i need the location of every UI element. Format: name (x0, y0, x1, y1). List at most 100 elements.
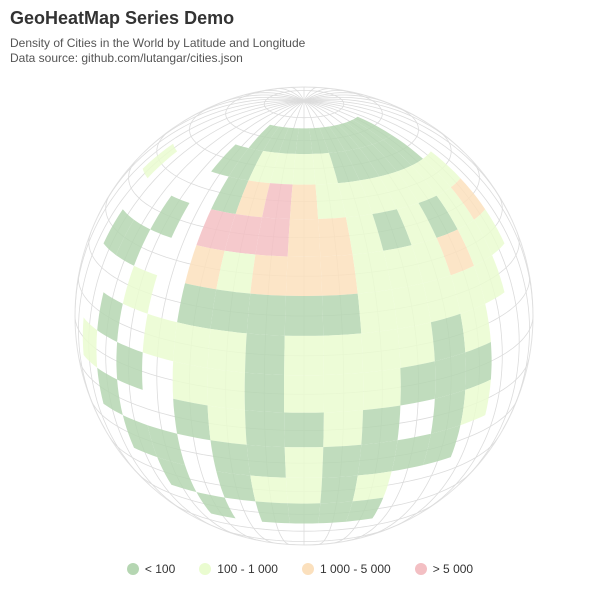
heatmap-cell (196, 492, 236, 519)
heatmap-cell (116, 342, 143, 390)
heatmap-cell (430, 389, 466, 434)
heatmap-cell (235, 180, 270, 218)
heatmap-cell (295, 128, 313, 155)
heatmap-cell (196, 209, 236, 251)
heatmap-cell (250, 475, 288, 504)
heatmap-cell (318, 501, 353, 524)
subtitle-line-2: Data source: github.com/lutangar/cities.… (10, 51, 243, 65)
heatmap-cell (418, 195, 458, 238)
graticule-meridian (75, 100, 305, 324)
heatmap-cell (250, 254, 288, 296)
heatmap-cell (207, 405, 247, 445)
heatmap-cell (216, 250, 256, 294)
heatmap-cell (320, 254, 358, 296)
heatmap-cell (320, 475, 358, 504)
graticule-meridian (303, 94, 392, 105)
heatmap-cell (383, 135, 423, 166)
heatmap-cell (396, 165, 437, 203)
legend-item[interactable]: 100 - 1 000 (199, 562, 278, 576)
heatmap-cell (292, 153, 316, 185)
heatmap-cell (82, 317, 98, 368)
heatmap-cell (436, 187, 474, 230)
heatmap-cell (411, 237, 451, 284)
graticule-meridian (303, 99, 511, 217)
heatmap-cell (322, 444, 362, 478)
heatmap-cell (345, 497, 384, 522)
heatmap-cell (323, 410, 363, 448)
heatmap-cell (103, 209, 134, 256)
heatmap-cell (122, 265, 158, 314)
heatmap-cell (142, 313, 178, 362)
heatmap-cell (400, 361, 436, 406)
heatmap-cell (255, 217, 290, 257)
heatmap-cell (228, 148, 264, 181)
heatmap-cell (173, 398, 211, 441)
heatmap-cell (357, 289, 398, 334)
heatmap-cell (363, 368, 401, 411)
heatmap-cell (245, 410, 285, 448)
graticule-parallel (213, 526, 395, 542)
heatmap-cell (361, 405, 401, 445)
legend-label: 100 - 1 000 (217, 562, 278, 576)
heatmap-cell (246, 293, 286, 336)
heatmap-cell (177, 283, 217, 329)
legend-item[interactable]: 1 000 - 5 000 (301, 562, 391, 576)
legend-label: > 5 000 (432, 562, 474, 576)
heatmap-cell (224, 214, 263, 255)
heatmap-cell (338, 122, 373, 149)
heatmap-cell (319, 126, 345, 153)
graticule-meridian (303, 92, 369, 102)
heatmap-cell (460, 379, 491, 426)
heatmap-cell (423, 151, 461, 188)
heatmap-cell (345, 119, 384, 145)
heatmap-cell (312, 152, 338, 185)
heatmap-cell (372, 140, 412, 172)
graticule-parallel (263, 90, 345, 119)
heatmap-cell (345, 214, 384, 255)
heatmap-cell (338, 180, 373, 218)
heatmap-cell (284, 335, 324, 376)
heatmap-cells (82, 116, 505, 524)
heatmap-cell (329, 124, 360, 151)
heatmap-cell (396, 203, 437, 246)
heatmap-cell (318, 217, 353, 257)
heatmap-cell (457, 219, 493, 266)
chart-subtitle: Density of Cities in the World by Latitu… (10, 36, 305, 66)
heatmap-cell (244, 372, 285, 413)
heatmap-cell (450, 178, 486, 220)
heatmap-cell (361, 328, 401, 373)
graticule-meridian (128, 100, 305, 530)
heatmap-cell (436, 229, 474, 276)
heatmap-cell (352, 471, 392, 502)
graticule-meridian (78, 100, 305, 430)
graticule-meridian (216, 94, 305, 105)
legend-item[interactable]: > 5 000 (414, 562, 474, 576)
heatmap-cell (211, 144, 249, 177)
heatmap-cell (245, 333, 285, 375)
graticule-meridian (239, 92, 305, 102)
heatmap-cell (315, 183, 346, 219)
heatmap-cell (246, 444, 286, 478)
graticule-parallel (169, 500, 439, 532)
heatmap-cell (285, 477, 323, 504)
heatmap-cell (287, 219, 321, 257)
heatmap-cell (97, 367, 123, 416)
heatmap-cell (122, 415, 158, 458)
heatmap-cell (391, 283, 431, 329)
heatmap-cell (157, 457, 197, 492)
heatmap-cell (323, 372, 364, 413)
heatmap-cell (322, 293, 362, 336)
heatmap-cell (352, 116, 392, 140)
graticule-meridian (303, 96, 427, 123)
heatmap-cell (248, 124, 279, 151)
legend-label: 1 000 - 5 000 (319, 562, 391, 576)
legend-item[interactable]: < 100 (126, 562, 175, 576)
heatmap-cell (359, 144, 397, 177)
heatmap-cell (287, 503, 321, 524)
heatmap-cell (450, 265, 486, 314)
heatmap-cell (262, 183, 293, 219)
heatmap-cell (284, 412, 324, 448)
heatmap-cell (397, 322, 435, 368)
legend: < 100 100 - 1 000 1 000 - 5 000 > 5 000 (0, 562, 600, 576)
